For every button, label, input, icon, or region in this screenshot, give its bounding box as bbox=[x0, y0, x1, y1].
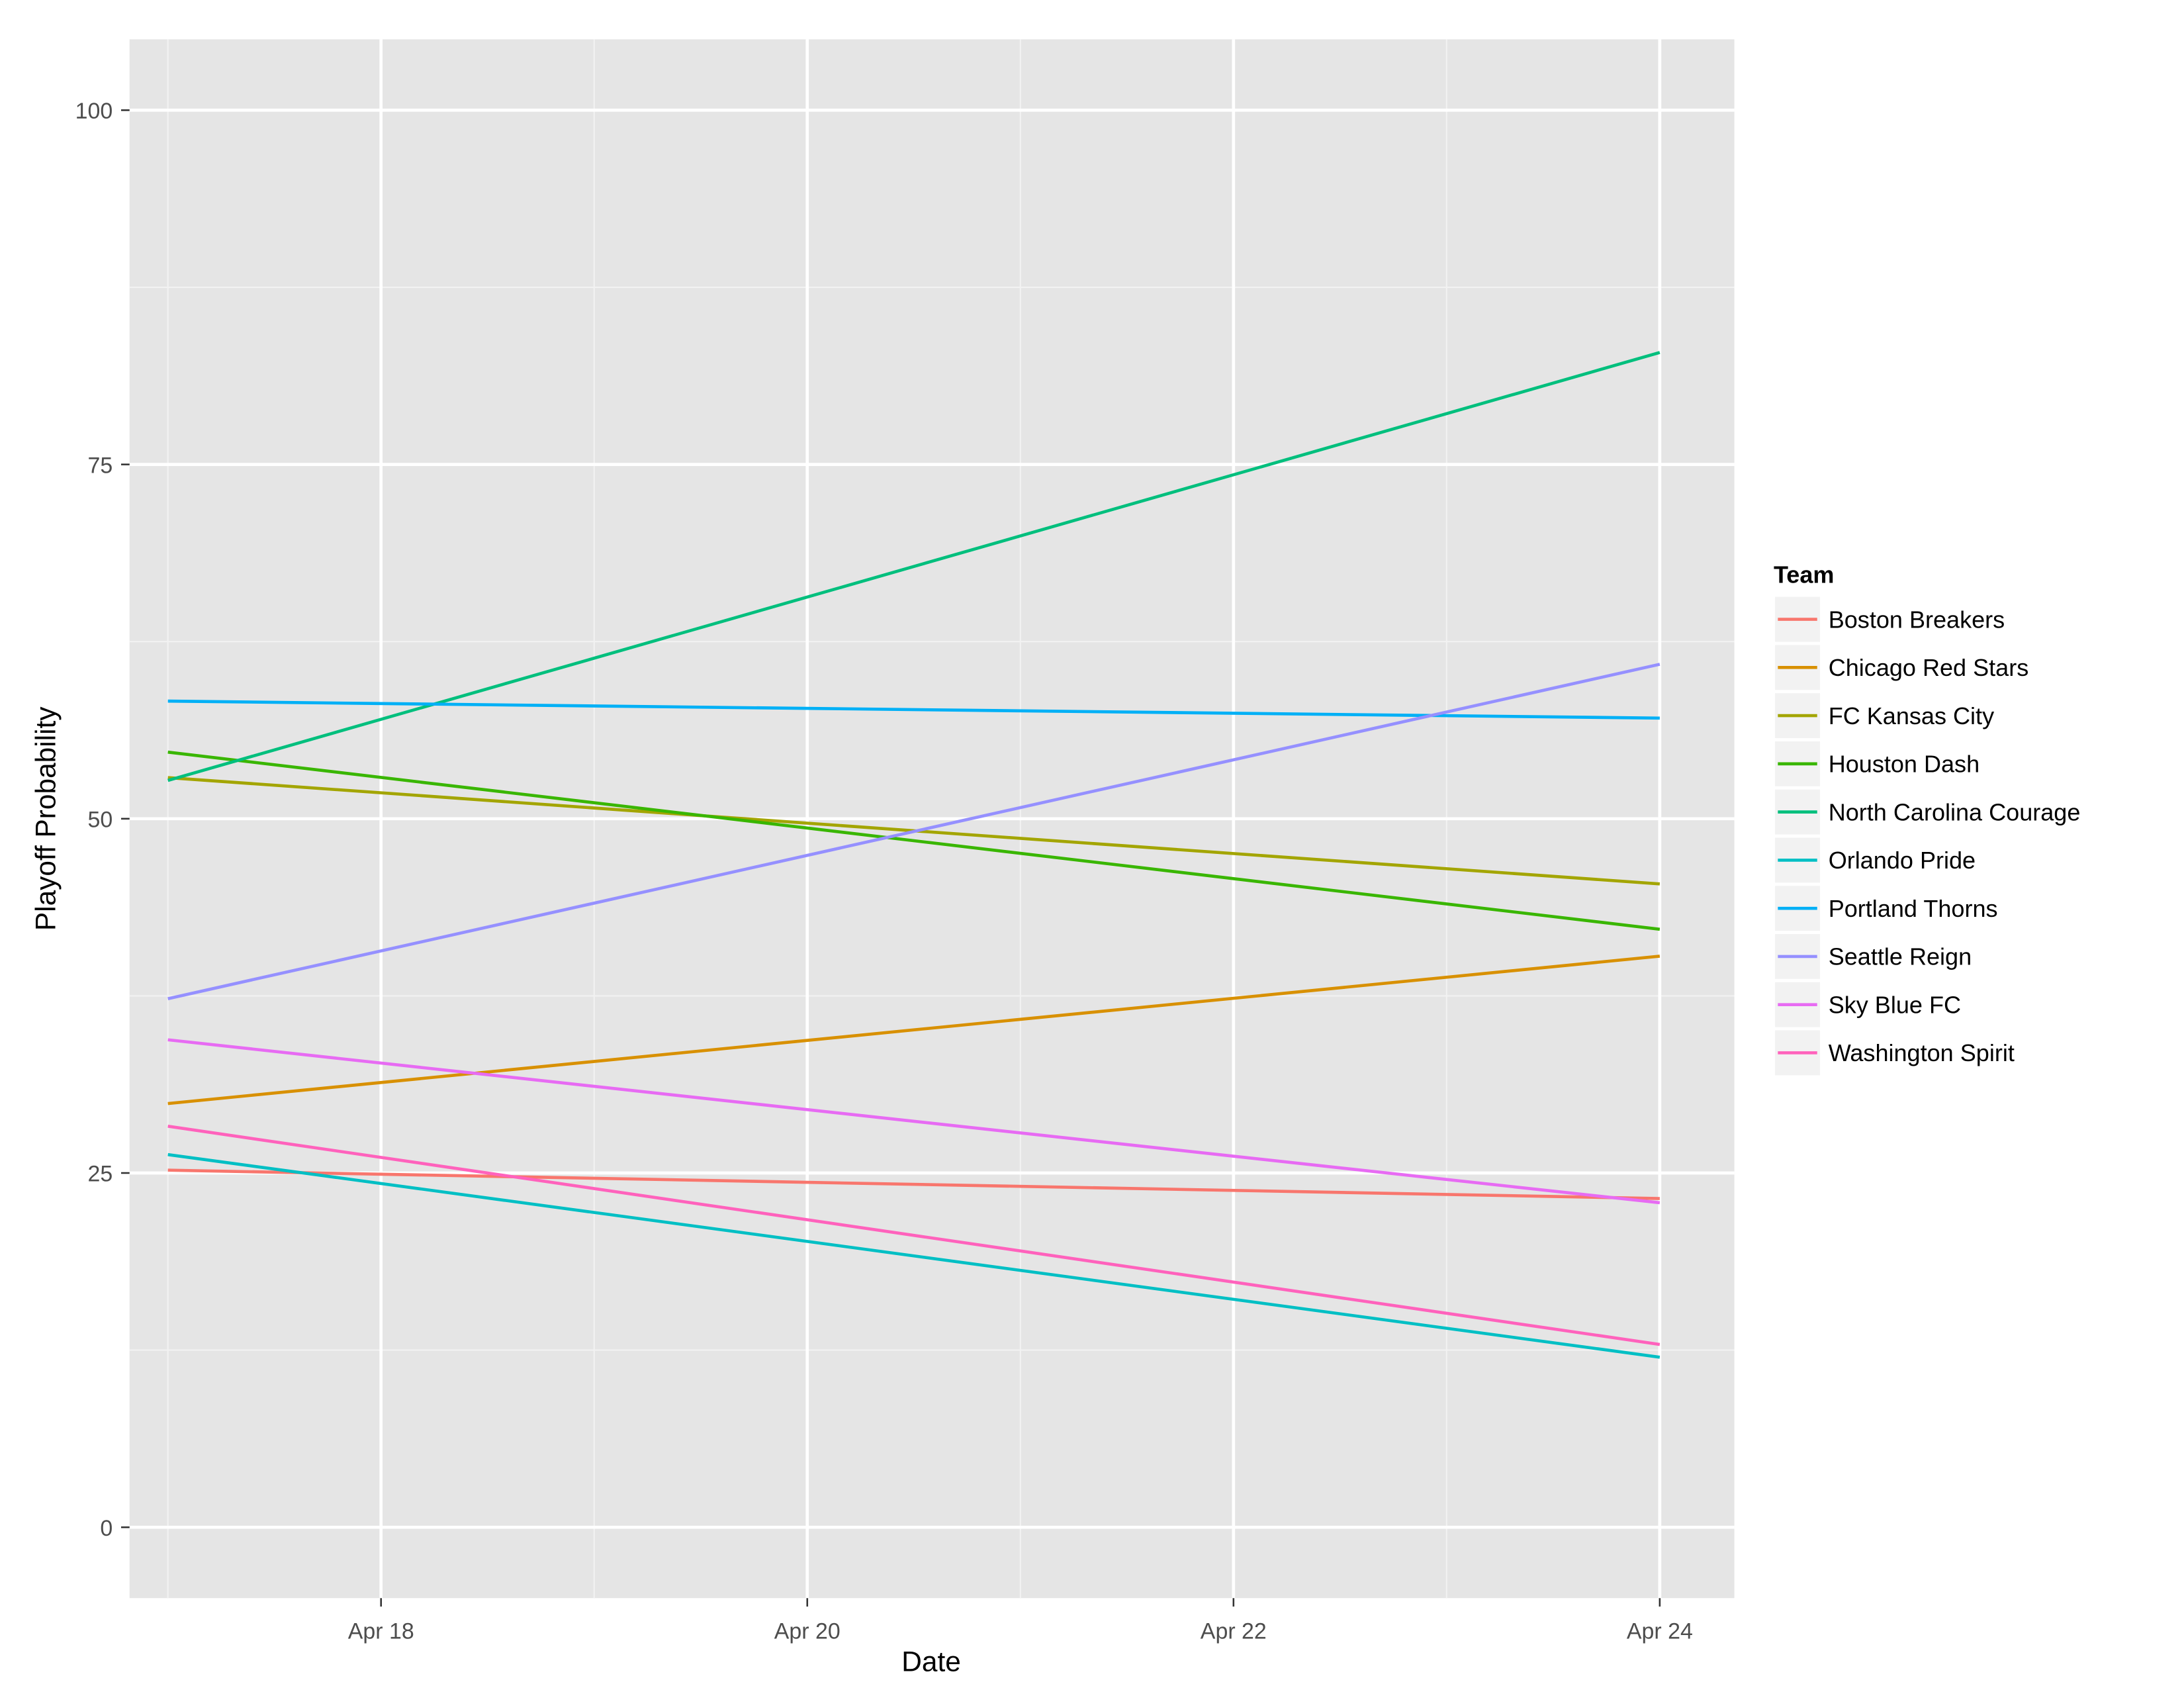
x-axis-label: Date bbox=[901, 1646, 961, 1677]
series-line-orlando-pride bbox=[167, 1152, 1661, 1359]
legend-label: FC Kansas City bbox=[1829, 702, 1994, 729]
y-tick-label: 25 bbox=[88, 1162, 113, 1187]
legend-label: Orlando Pride bbox=[1829, 847, 1976, 874]
legend-label: Washington Spirit bbox=[1829, 1039, 2015, 1066]
series-line-houston-dash bbox=[167, 750, 1661, 931]
y-tick-label: 50 bbox=[88, 808, 113, 833]
legend-label: Portland Thorns bbox=[1829, 895, 1998, 922]
y-tick-label: 0 bbox=[100, 1516, 113, 1541]
y-tick-label: 75 bbox=[88, 453, 113, 478]
legend-label: Houston Dash bbox=[1829, 751, 1979, 778]
series-line-seattle-reign bbox=[167, 663, 1661, 1000]
legend-label: Seattle Reign bbox=[1829, 943, 1972, 970]
x-tick-label: Apr 22 bbox=[1201, 1619, 1267, 1644]
series-line-portland-thorns bbox=[167, 699, 1660, 720]
axes: Apr 18 Apr 20 Apr 22 Apr 24 0 25 50 75 100 bbox=[75, 99, 1693, 1644]
series-line-boston-breakers bbox=[167, 1168, 1660, 1200]
x-tick-label: Apr 20 bbox=[774, 1619, 841, 1644]
legend-label: North Carolina Courage bbox=[1829, 798, 2081, 825]
x-tick-label: Apr 18 bbox=[348, 1619, 414, 1644]
series-lines bbox=[167, 351, 1661, 1359]
series-line-washington-spirit bbox=[167, 1125, 1661, 1346]
y-tick-label: 100 bbox=[75, 99, 113, 124]
x-tick-label: Apr 24 bbox=[1627, 1619, 1693, 1644]
grid-lines bbox=[129, 39, 1735, 1599]
legend: Team Boston Breakers Chicago Red Stars FC … bbox=[1774, 561, 2081, 1076]
legend-label: Boston Breakers bbox=[1829, 606, 2005, 633]
series-line-north-carolina-courage bbox=[167, 351, 1661, 782]
legend-label: Chicago Red Stars bbox=[1829, 654, 2029, 681]
legend-title: Team bbox=[1774, 561, 1835, 588]
series-line-sky-blue-fc bbox=[167, 1038, 1661, 1205]
series-line-chicago-red-stars bbox=[167, 955, 1661, 1105]
legend-label: Sky Blue FC bbox=[1829, 991, 1961, 1018]
y-axis-label: Playoff Probability bbox=[30, 706, 61, 931]
